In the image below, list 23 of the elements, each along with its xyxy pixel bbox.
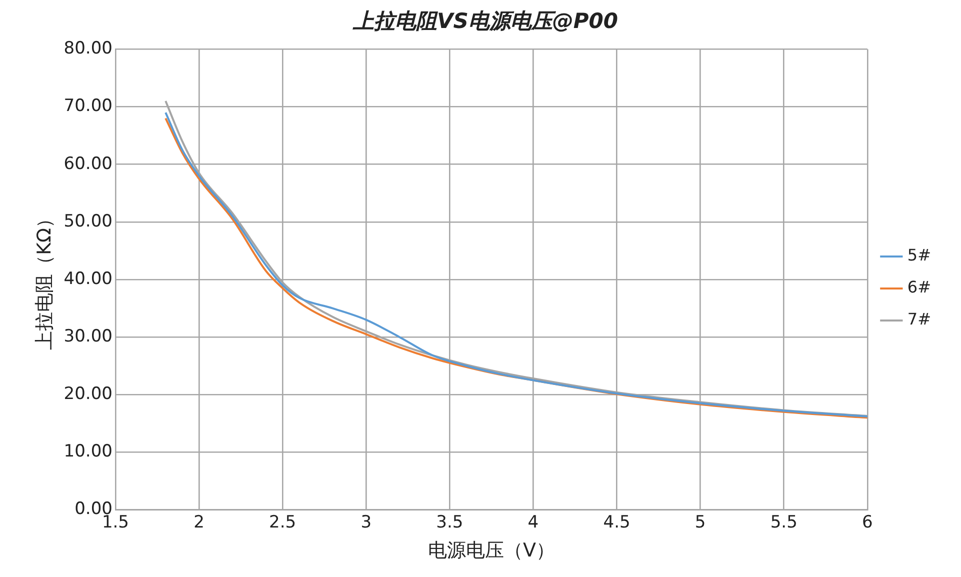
- y-tick-label: 20.00: [64, 384, 112, 404]
- legend-label: 7#: [907, 310, 932, 329]
- x-tick-label: 3: [360, 512, 372, 532]
- y-tick-label: 30.00: [64, 326, 112, 346]
- x-tick-label: 2: [194, 512, 204, 532]
- x-tick-label: 3.5: [436, 512, 464, 532]
- y-axis-title: 上拉电阻（KΩ）: [33, 209, 56, 350]
- x-tick-label: 2.5: [269, 512, 296, 532]
- y-tick-label: 10.00: [64, 442, 112, 462]
- x-tick-label: 6: [862, 512, 873, 532]
- legend-label: 5#: [907, 246, 932, 265]
- x-axis-title: 电源电压（V）: [428, 540, 555, 562]
- x-tick-label: 4: [528, 512, 539, 532]
- legend-label: 6#: [907, 278, 932, 297]
- y-tick-label: 60.00: [64, 154, 112, 174]
- x-tick-label: 4.5: [603, 512, 630, 532]
- x-tick-label: 5: [694, 512, 706, 532]
- x-tick-label: 5.5: [770, 512, 798, 532]
- y-tick-label: 80.00: [64, 38, 112, 59]
- y-tick-label: 70.00: [64, 96, 112, 116]
- y-tick-label: 50.00: [64, 211, 112, 232]
- chart-title: 上拉电阻VS电源电压@P00: [352, 9, 618, 34]
- y-tick-label: 40.00: [64, 268, 112, 289]
